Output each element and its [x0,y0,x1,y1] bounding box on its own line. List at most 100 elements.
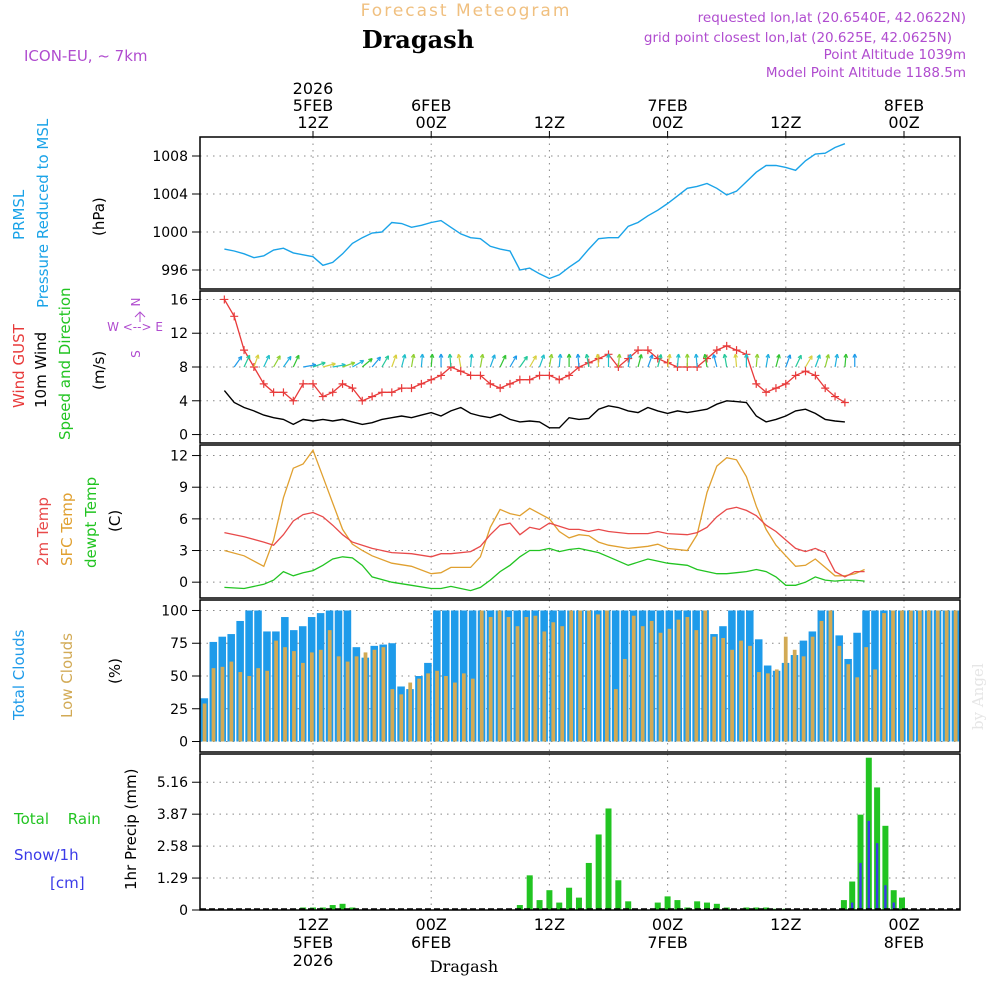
gust-marker [427,375,436,384]
wind-arrow-head [429,353,435,358]
frame-layer [199,136,961,911]
wind-arrow-shaft [322,363,336,368]
low-cloud-bar [882,613,886,742]
gust-marker [486,379,495,388]
rain-bar [566,887,573,910]
wind-arrow [702,353,708,368]
low-cloud-bar [891,610,895,742]
low-cloud-bar [944,610,949,742]
gust-marker [309,379,317,388]
bottom-time-label: 8FEB [884,933,924,952]
wind-arrow-head [816,354,821,359]
wind-arrow-shaft [342,361,355,368]
wind-arrow-head [843,353,849,358]
bottom-time-label: 12Z [534,915,565,934]
clouds-ytick-label: 25 [170,702,188,718]
wind-arrow [566,353,572,367]
wind-arrow-shaft [352,359,364,368]
wind-arrow-shaft [712,354,718,368]
wind-ytick-label: 16 [170,292,188,308]
wind-arrow-head [368,358,373,363]
low-cloud-bar [247,676,252,742]
wind-arrow [401,354,407,368]
wind-arrow [509,355,518,368]
gust-marker [506,379,514,388]
snow-bar [867,820,870,910]
low-cloud-bar [372,649,377,742]
wind-arrow [489,354,496,368]
axes-layer: 9961000100410080481216036912025507510001… [134,79,924,970]
wind-arrow-head [237,355,243,361]
clouds-label-1: Total Clouds [10,629,28,721]
wind-arrow-head [376,356,382,362]
wind-arrow [722,353,728,368]
wind-arrow-shaft [647,354,653,368]
top-time-label: 12Z [297,113,328,132]
temp-ytick-label: 9 [179,480,188,496]
low-cloud-bar [327,630,332,742]
gust-marker [831,392,840,401]
wind-arrow [243,354,251,368]
wind-arrow-shaft [785,354,791,368]
wind-arrow [712,354,718,368]
rain-bar [664,896,671,910]
wind-arrow-shaft [585,354,590,368]
wind-arrow-head [512,355,518,360]
wind-arrow-head [557,353,563,358]
wind-arrow [352,359,365,368]
wind-unit: (m/s) [90,351,108,390]
point-altitude: Point Altitude 1039m [824,47,966,63]
temp-label-1: 2m Temp [34,497,52,566]
wind-arrow-head [649,354,654,359]
rain-bar [654,902,661,910]
plot-area [200,143,960,910]
credit-watermark: by Angel [969,663,987,730]
gust-marker [624,354,633,363]
gust-marker [762,388,771,397]
wind-arrow [804,355,813,368]
pressure-frame [199,136,961,290]
gust-marker [840,398,849,407]
temp-ytick-label: 0 [179,575,188,591]
snow-bar [884,885,887,910]
wind-arrow-shaft [519,356,528,368]
total-cloud-bar [611,610,620,742]
wind-arrow [233,355,243,368]
compass-n: N [129,298,143,307]
low-cloud-bar [453,682,457,742]
wind-arrow-head [548,353,554,359]
wind-arrow-head [638,354,643,359]
low-cloud-bar [560,626,565,742]
wind-arrow [852,353,858,367]
gust-marker [417,379,426,388]
wind-arrow [391,354,398,368]
wind-arrow-head [419,353,425,358]
low-cloud-bar [855,677,860,742]
gust-marker [407,384,416,393]
low-cloud-bar [283,647,287,742]
wind-arrow-shaft [577,353,580,368]
wind-arrow-head [684,353,690,358]
low-cloud-bar [408,682,413,742]
low-cloud-bar [864,647,869,742]
precip-ytick-label: 5.16 [157,775,188,791]
wind-arrow-shaft [548,354,553,368]
wind-arrow-shaft [312,361,326,368]
wind-arrow-shaft [824,354,830,368]
low-cloud-bar [658,632,663,742]
low-cloud-bar [765,673,770,742]
low-cloud-bar [497,610,502,742]
low-cloud-bar [667,628,672,742]
wind-arrow-shaft [253,354,259,368]
wind-arrow-head [606,353,611,358]
low-cloud-bar [685,617,690,742]
wind-arrow [647,354,654,368]
gust-marker [456,367,465,376]
low-cloud-bar [399,694,404,742]
wind-arrow-shaft [233,356,243,368]
rain-bar [605,808,612,910]
low-cloud-bar [909,610,913,742]
gust-marker [535,371,544,380]
wind-arrow-shaft [509,355,518,368]
wind-arrow-head [702,353,708,359]
